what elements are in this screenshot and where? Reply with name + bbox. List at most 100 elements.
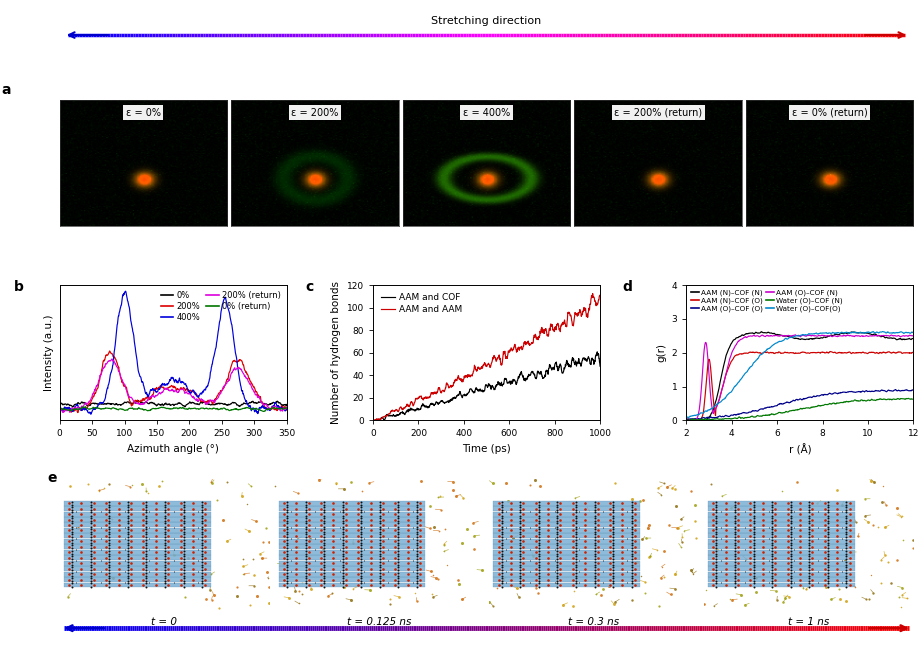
Point — [212, 603, 227, 614]
Water (O)–COF (N) — [815, 402, 826, 410]
Bar — [64, 572, 210, 577]
Point — [289, 509, 304, 519]
Point — [728, 556, 743, 567]
Point — [204, 595, 218, 605]
Point — [821, 532, 835, 543]
Point — [566, 586, 581, 597]
Point — [529, 569, 543, 579]
Point — [84, 496, 98, 507]
Point — [568, 567, 583, 578]
Point — [529, 503, 543, 514]
Point — [102, 560, 117, 570]
AAM (O)–COF (O) — [685, 415, 696, 423]
AAM (N)–COF (O) — [824, 348, 835, 355]
Point — [792, 563, 807, 574]
Point — [780, 531, 795, 541]
Point — [262, 537, 276, 547]
Point — [373, 565, 387, 576]
Point — [102, 549, 117, 559]
Point — [84, 567, 98, 578]
Point — [176, 505, 191, 515]
Water (O)–COF(O) — [908, 329, 918, 337]
Point — [298, 524, 313, 534]
Point — [326, 531, 341, 541]
Point — [516, 520, 531, 530]
Point — [839, 510, 854, 521]
Point — [106, 573, 120, 583]
Point — [802, 524, 817, 534]
Point — [161, 536, 175, 547]
Point — [817, 563, 832, 574]
Point — [300, 551, 315, 562]
Point — [568, 535, 583, 545]
Point — [728, 554, 743, 564]
Point — [842, 503, 856, 514]
Point — [161, 520, 175, 530]
0% (return) — [54, 404, 65, 412]
Point — [783, 516, 798, 526]
Point — [765, 549, 779, 559]
0% (return) — [281, 404, 292, 412]
Point — [709, 518, 723, 529]
Point — [99, 503, 114, 514]
Water (O)–COF (N) — [908, 396, 918, 403]
Point — [451, 575, 465, 585]
Point — [65, 549, 80, 559]
Point — [765, 537, 779, 548]
Point — [532, 554, 546, 564]
Point — [432, 491, 447, 501]
Point — [627, 531, 642, 541]
Point — [802, 529, 817, 539]
Point — [550, 545, 565, 556]
Point — [176, 562, 191, 572]
Point — [602, 541, 617, 552]
Point — [568, 532, 583, 543]
Point — [568, 499, 583, 510]
Point — [565, 503, 580, 514]
Point — [578, 563, 593, 574]
Point — [140, 505, 154, 515]
AAM (O)–COF (N) — [681, 417, 692, 424]
Point — [802, 562, 817, 572]
Point — [821, 570, 835, 581]
Point — [767, 520, 782, 530]
Point — [839, 502, 854, 512]
Bar — [708, 539, 855, 544]
Point — [335, 496, 350, 507]
Point — [746, 512, 761, 523]
Point — [792, 541, 807, 552]
Point — [335, 549, 350, 559]
Point — [728, 499, 743, 510]
Point — [158, 512, 173, 523]
Point — [495, 551, 509, 561]
Point — [298, 516, 313, 526]
Point — [391, 554, 406, 564]
Point — [289, 498, 304, 509]
Point — [615, 509, 630, 519]
Point — [624, 545, 639, 556]
Point — [339, 520, 353, 530]
Point — [516, 525, 531, 535]
Point — [391, 505, 406, 515]
Point — [630, 557, 644, 568]
Point — [765, 554, 779, 564]
Point — [765, 570, 779, 581]
Point — [158, 510, 173, 521]
Point — [590, 509, 605, 519]
Point — [709, 549, 723, 559]
Point — [516, 563, 531, 574]
Point — [504, 509, 519, 519]
Point — [624, 524, 639, 534]
Point — [792, 525, 807, 535]
Point — [532, 527, 546, 537]
Point — [62, 553, 76, 563]
Point — [625, 595, 640, 605]
Point — [86, 514, 101, 525]
Point — [373, 512, 387, 523]
Line: 400%: 400% — [60, 291, 286, 415]
Point — [624, 502, 639, 512]
Point — [830, 525, 845, 535]
Text: Stretching direction: Stretching direction — [431, 16, 542, 26]
Point — [136, 579, 151, 590]
Point — [353, 512, 368, 523]
